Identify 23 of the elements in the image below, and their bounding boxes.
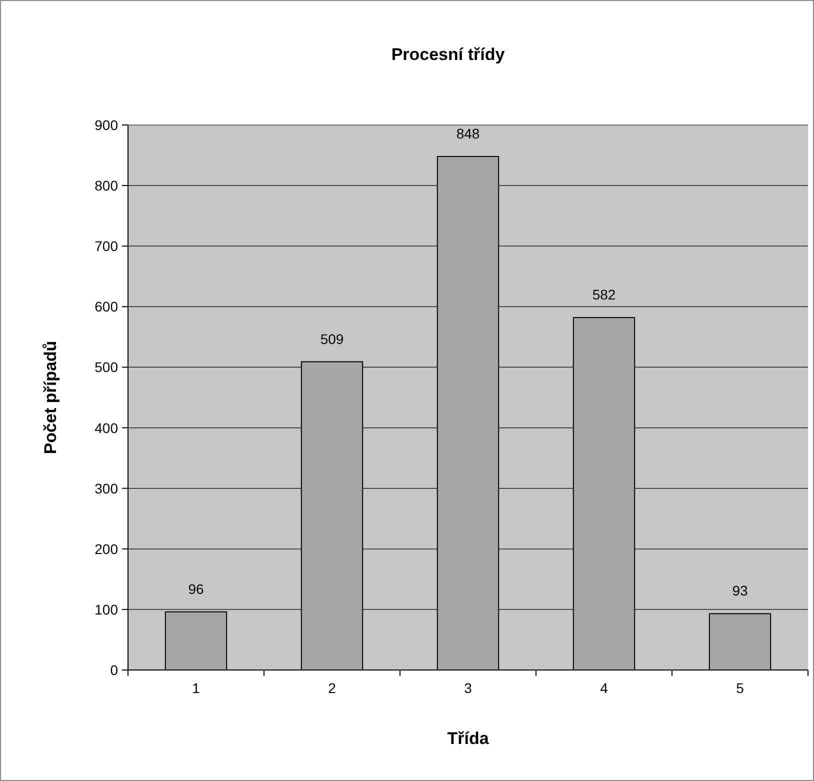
data-label: 509 [320, 330, 344, 347]
data-label: 848 [456, 125, 480, 142]
x-tick-label: 4 [600, 680, 608, 696]
y-tick-label: 600 [94, 298, 118, 315]
x-tick-label: 5 [736, 680, 744, 696]
x-tick-label: 3 [464, 680, 472, 696]
x-tick-label: 1 [192, 680, 200, 696]
x-tick-label: 2 [328, 680, 336, 696]
y-tick-label: 700 [94, 238, 118, 254]
y-axis-title: Počet případů [41, 340, 60, 454]
chart-title: Procesní třídy [391, 45, 506, 64]
y-tick-label: 100 [94, 601, 118, 618]
y-tick-label: 800 [94, 178, 118, 194]
y-tick-label: 400 [94, 420, 118, 436]
y-tick-label: 300 [94, 480, 118, 496]
y-tick-label: 900 [94, 117, 118, 133]
data-label: 96 [188, 580, 204, 597]
y-tick-label: 0 [110, 662, 118, 678]
y-tick-label: 500 [94, 359, 118, 376]
data-label: 582 [592, 286, 616, 303]
x-axis-title: Třída [447, 729, 490, 748]
y-tick-label: 200 [94, 540, 118, 557]
data-label: 93 [732, 582, 748, 599]
